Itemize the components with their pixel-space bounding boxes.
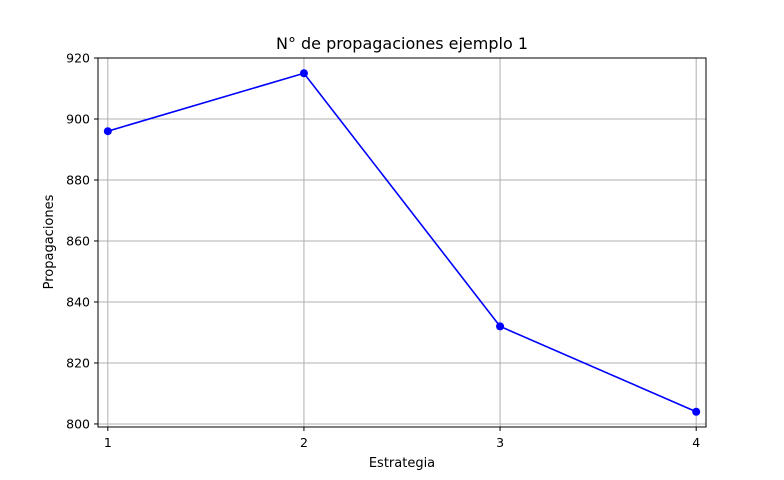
y-tick-label: 880 — [66, 172, 90, 187]
x-tick-label: 2 — [300, 435, 308, 450]
y-tick-label: 840 — [66, 294, 90, 309]
plot-frame — [97, 57, 707, 428]
data-point — [496, 322, 505, 331]
x-tick-label: 3 — [496, 435, 504, 450]
x-axis-label: Estrategia — [369, 456, 435, 471]
x-tick-label: 4 — [692, 435, 700, 450]
grid-lines — [98, 57, 706, 427]
series-line — [107, 72, 697, 413]
y-tick-label: 920 — [66, 51, 90, 66]
chart-title: N° de propagaciones ejemplo 1 — [276, 34, 528, 53]
x-tick-label: 1 — [104, 435, 112, 450]
y-tick-label: 800 — [66, 416, 90, 431]
y-axis-label: Propagaciones — [42, 194, 57, 289]
y-tick-label: 820 — [66, 355, 90, 370]
data-point — [299, 69, 308, 78]
axis-ticks: 1 2 3 4 800 820 840 860 880 900 920 — [66, 51, 700, 451]
y-tick-label: 900 — [66, 111, 90, 126]
data-point — [103, 127, 112, 136]
y-tick-label: 860 — [66, 233, 90, 248]
series-layer — [103, 69, 701, 416]
data-point — [692, 407, 701, 416]
